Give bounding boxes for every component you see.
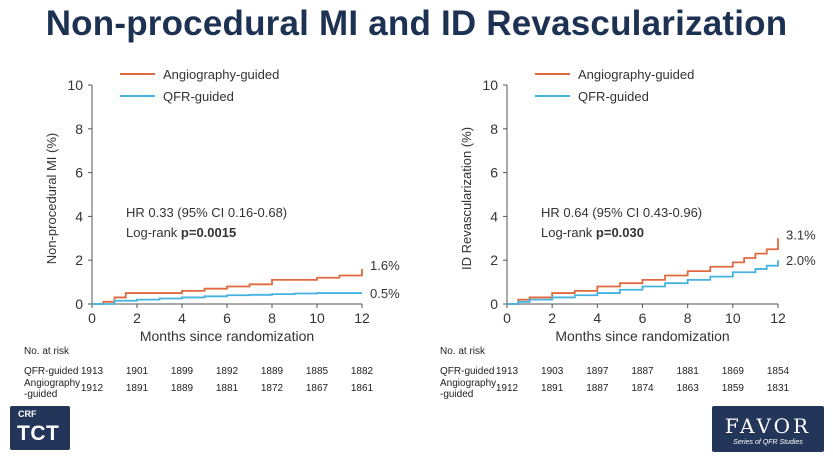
at-risk-cell: 1897 bbox=[586, 366, 609, 377]
series-line-angiography bbox=[92, 268, 363, 305]
favor-logo: FAVOR Series of QFR Studies bbox=[712, 406, 824, 452]
favor-logo-subtitle: Series of QFR Studies bbox=[733, 439, 803, 446]
series-end-label: 1.6% bbox=[370, 258, 400, 273]
x-tick-label: 12 bbox=[354, 310, 370, 326]
logrank-prefix: Log-rank bbox=[541, 225, 596, 240]
at-risk-label-angio-text: Angiography -guided bbox=[24, 378, 81, 400]
legend-label: Angiography-guided bbox=[163, 67, 279, 82]
y-tick-label: 6 bbox=[490, 165, 498, 181]
y-axis-label: ID Revascularization (%) bbox=[459, 127, 474, 270]
logrank-prefix: Log-rank bbox=[126, 225, 181, 240]
at-risk-cell: 1859 bbox=[721, 383, 744, 394]
x-tick-label: 0 bbox=[503, 310, 511, 326]
y-tick-label: 8 bbox=[75, 121, 83, 137]
logrank-annotation: Log-rank p=0.0015 bbox=[126, 225, 236, 240]
at-risk-label-angio-text: Angiography -guided bbox=[440, 378, 497, 400]
at-risk-cell: 1874 bbox=[631, 383, 654, 394]
at-risk-cell: 1889 bbox=[170, 383, 194, 394]
y-tick-label: 2 bbox=[490, 252, 498, 268]
x-tick-label: 2 bbox=[548, 310, 556, 326]
y-tick-label: 10 bbox=[482, 77, 498, 93]
legend-label: QFR-guided bbox=[578, 89, 649, 104]
series-line-qfr bbox=[507, 260, 779, 305]
series-end-label: 0.5% bbox=[370, 286, 400, 301]
at-risk-cell: 1881 bbox=[676, 366, 699, 377]
x-axis-label: Months since randomization bbox=[140, 328, 314, 344]
x-tick-label: 6 bbox=[639, 310, 647, 326]
y-tick-label: 8 bbox=[490, 121, 498, 137]
at-risk-cell: 1882 bbox=[350, 366, 374, 377]
y-tick-label: 0 bbox=[75, 296, 83, 312]
at-risk-header: No. at risk bbox=[24, 346, 70, 357]
at-risk-cell: 1867 bbox=[305, 383, 329, 394]
logrank-p-value: p=0.030 bbox=[596, 225, 644, 240]
series-end-label: 3.1% bbox=[786, 227, 816, 242]
at-risk-cell: 1869 bbox=[721, 366, 744, 377]
at-risk-table-revasc: No. at risk QFR-guided Angiography -guid… bbox=[416, 340, 833, 400]
slide-title: Non-procedural MI and ID Revascularizati… bbox=[45, 4, 788, 43]
legend-label: QFR-guided bbox=[163, 89, 234, 104]
at-risk-cell: 1892 bbox=[215, 366, 239, 377]
x-tick-label: 6 bbox=[223, 310, 231, 326]
crf-logo-text: CRF bbox=[18, 409, 37, 419]
at-risk-cell: 1913 bbox=[495, 366, 519, 377]
at-risk-cell: 1891 bbox=[541, 383, 564, 394]
at-risk-cell: 1861 bbox=[350, 383, 374, 394]
y-axis-label: Non-procedural MI (%) bbox=[44, 133, 59, 265]
logrank-p-value: p=0.0015 bbox=[181, 225, 236, 240]
at-risk-cell: 1913 bbox=[80, 366, 104, 377]
chart-id-revascularization: 0 2 4 6 8 10 0 2 4 6 8 10 12 Months since randomizati… bbox=[459, 67, 816, 344]
y-tick-label: 6 bbox=[75, 165, 83, 181]
x-tick-label: 8 bbox=[268, 310, 276, 326]
at-risk-cell: 1903 bbox=[541, 366, 564, 377]
hr-annotation: HR 0.33 (95% CI 0.16-0.68) bbox=[126, 205, 287, 220]
x-tick-label: 10 bbox=[725, 310, 741, 326]
legend-label: Angiography-guided bbox=[578, 67, 694, 82]
x-axis-label: Months since randomization bbox=[555, 328, 729, 344]
at-risk-cell: 1863 bbox=[676, 383, 699, 394]
at-risk-label-angio: Angiography -guided bbox=[440, 378, 496, 400]
hr-annotation: HR 0.64 (95% CI 0.43-0.96) bbox=[541, 205, 702, 220]
at-risk-cell: 1901 bbox=[125, 366, 149, 377]
at-risk-cell: 1881 bbox=[215, 383, 239, 394]
footer: CRF TCT FAVOR Series of QFR Studies bbox=[0, 404, 833, 456]
x-tick-label: 8 bbox=[684, 310, 692, 326]
series-line-angiography bbox=[507, 238, 779, 305]
at-risk-cell: 1889 bbox=[260, 366, 284, 377]
at-risk-cell: 1885 bbox=[305, 366, 329, 377]
at-risk-cell: 1891 bbox=[125, 383, 149, 394]
at-risk-cell: 1887 bbox=[631, 366, 654, 377]
at-risk-cell: 1887 bbox=[586, 383, 609, 394]
at-risk-cell: 1899 bbox=[170, 366, 194, 377]
y-tick-label: 4 bbox=[75, 208, 83, 224]
at-risk-cell: 1872 bbox=[260, 383, 284, 394]
x-tick-label: 12 bbox=[770, 310, 786, 326]
favor-logo-text: FAVOR bbox=[724, 414, 812, 438]
tct-logo-text: TCT bbox=[17, 422, 60, 445]
y-tick-label: 4 bbox=[490, 208, 498, 224]
x-tick-label: 2 bbox=[133, 310, 141, 326]
at-risk-label-angio: Angiography -guided bbox=[24, 378, 80, 400]
at-risk-cell: 1854 bbox=[766, 366, 790, 377]
at-risk-cell: 1912 bbox=[80, 383, 104, 394]
x-tick-label: 10 bbox=[309, 310, 325, 326]
x-tick-label: 0 bbox=[88, 310, 96, 326]
x-tick-label: 4 bbox=[593, 310, 601, 326]
x-tick-label: 4 bbox=[178, 310, 186, 326]
logrank-annotation: Log-rank p=0.030 bbox=[541, 225, 644, 240]
at-risk-table-mi: No. at risk QFR-guided Angiography -guid… bbox=[0, 340, 420, 400]
y-tick-label: 10 bbox=[67, 77, 83, 93]
series-end-label: 2.0% bbox=[786, 253, 816, 268]
y-tick-label: 2 bbox=[75, 252, 83, 268]
y-tick-label: 0 bbox=[490, 296, 498, 312]
series-line-qfr bbox=[92, 292, 362, 305]
tct-logo: CRF TCT bbox=[10, 406, 70, 450]
chart-nonprocedural-mi: 0 2 4 6 8 10 0 2 4 6 8 10 12 Months since randomizati… bbox=[44, 67, 400, 344]
at-risk-header: No. at risk bbox=[440, 346, 486, 357]
at-risk-label-qfr: QFR-guided bbox=[24, 366, 79, 377]
at-risk-cell: 1912 bbox=[495, 383, 519, 394]
at-risk-label-qfr: QFR-guided bbox=[440, 366, 495, 377]
at-risk-cell: 1831 bbox=[766, 383, 790, 394]
